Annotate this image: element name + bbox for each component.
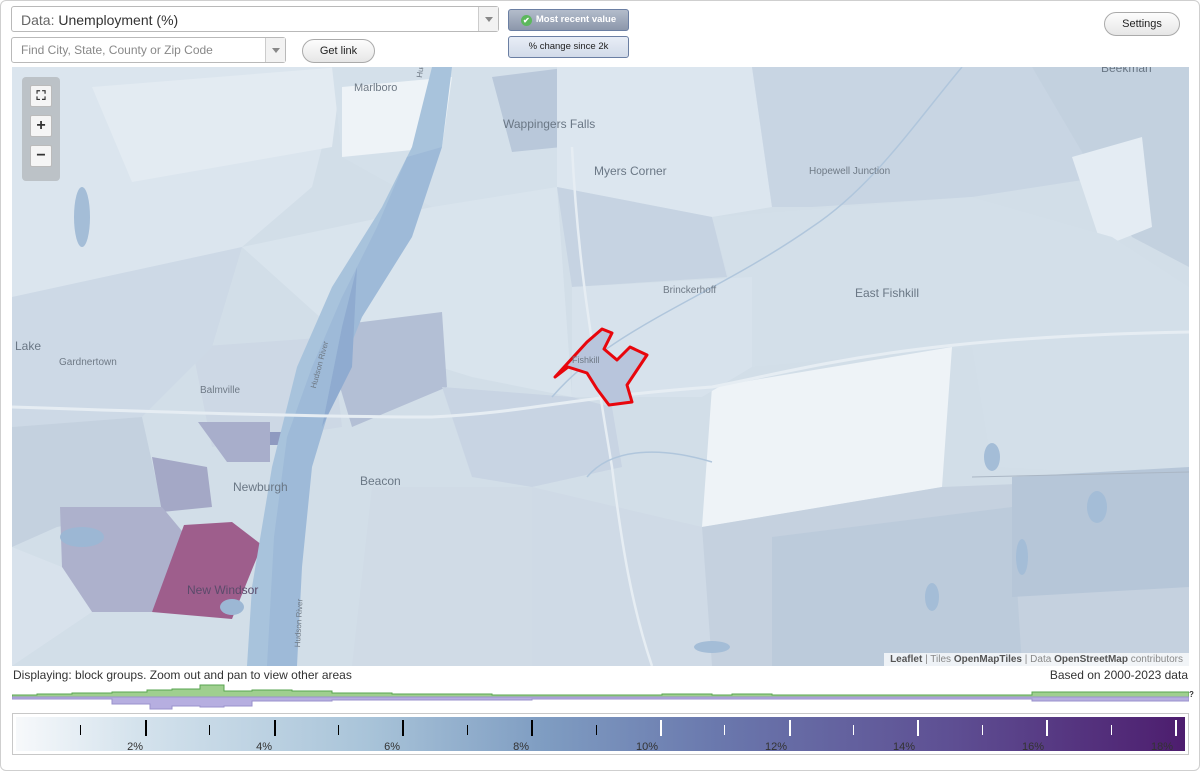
legend-major-tick bbox=[402, 720, 404, 736]
checkmark-icon: ✔ bbox=[520, 15, 532, 26]
most-recent-value-label: Most recent value bbox=[535, 14, 617, 25]
place-label-marlboro: Marlboro bbox=[354, 82, 398, 94]
legend-minor-tick bbox=[724, 725, 725, 735]
get-link-button[interactable]: Get link bbox=[302, 39, 375, 63]
legend-major-tick bbox=[917, 720, 919, 736]
data-select[interactable]: Data: Unemployment (%) bbox=[11, 6, 499, 32]
legend-tick-label: 12% bbox=[764, 741, 787, 753]
data-range-note: Based on 2000-2023 data bbox=[1049, 668, 1188, 682]
place-label-brinckerhoff: Brinckerhoff bbox=[663, 285, 717, 296]
place-label-fishkill: Fishkill bbox=[572, 355, 600, 365]
legend-tick-label: 18% bbox=[1150, 741, 1173, 753]
legend-major-tick bbox=[1046, 720, 1048, 736]
fullscreen-icon[interactable]: ⛶ bbox=[30, 85, 52, 107]
legend-tick-label: 4% bbox=[256, 741, 272, 753]
chevron-down-icon[interactable] bbox=[478, 7, 498, 31]
location-search-input[interactable] bbox=[12, 38, 280, 62]
contributors-text: contributors bbox=[1130, 654, 1183, 665]
place-label-balmville: Balmville bbox=[200, 385, 241, 396]
place-label-lake: Lake bbox=[15, 339, 42, 353]
place-label-wappingers-falls: Wappingers Falls bbox=[503, 117, 596, 131]
place-label-new-windsor: New Windsor bbox=[187, 583, 259, 597]
location-search[interactable] bbox=[11, 37, 286, 63]
data-select-value: Unemployment (%) bbox=[58, 12, 179, 28]
data-select-label: Data: bbox=[21, 12, 55, 28]
legend-minor-tick bbox=[80, 725, 81, 735]
openstreetmap-link[interactable]: OpenStreetMap bbox=[1054, 654, 1128, 665]
legend-tick-label: 16% bbox=[1021, 741, 1044, 753]
openmaptiles-link[interactable]: OpenMapTiles bbox=[953, 654, 1022, 665]
legend-tick-label: 8% bbox=[513, 741, 529, 753]
legend-minor-tick bbox=[596, 725, 597, 735]
legend-minor-tick bbox=[1111, 725, 1112, 735]
place-label-beekman: Beekman bbox=[1101, 67, 1152, 75]
legend-gradient: 2% 4% 6% 8% 10% 12% 14% 16% 18% bbox=[16, 717, 1185, 753]
zoom-out-button[interactable]: − bbox=[30, 145, 52, 167]
legend-minor-tick bbox=[209, 725, 210, 735]
legend-minor-tick bbox=[853, 725, 854, 735]
legend-tick-label: 6% bbox=[384, 741, 400, 753]
place-label-newburgh: Newburgh bbox=[233, 480, 288, 494]
place-label-myers-corner: Myers Corner bbox=[594, 164, 667, 178]
legend-major-tick bbox=[660, 720, 662, 736]
data-prefix: Data bbox=[1030, 654, 1052, 665]
place-label-gardnertown: Gardnertown bbox=[59, 357, 117, 368]
legend-major-tick bbox=[145, 720, 147, 736]
search-dropdown-icon[interactable] bbox=[265, 38, 285, 62]
color-legend: 2% 4% 6% 8% 10% 12% 14% 16% 18% bbox=[12, 713, 1189, 755]
tiles-prefix: Tiles bbox=[930, 654, 952, 665]
legend-major-tick bbox=[789, 720, 791, 736]
display-note: Displaying: block groups. Zoom out and p… bbox=[13, 668, 352, 682]
distribution-histogram bbox=[12, 684, 1189, 710]
map-attribution: Leaflet | Tiles OpenMapTiles | Data Open… bbox=[884, 653, 1189, 666]
most-recent-value-button[interactable]: ✔ Most recent value bbox=[508, 9, 629, 31]
settings-button[interactable]: Settings bbox=[1104, 12, 1180, 36]
zoom-in-button[interactable]: + bbox=[30, 115, 52, 137]
legend-tick-label: 2% bbox=[127, 741, 143, 753]
legend-minor-tick bbox=[982, 725, 983, 735]
legend-tick-label: 10% bbox=[635, 741, 658, 753]
map-view[interactable]: Marlboro Wappingers Falls Myers Corner H… bbox=[12, 67, 1189, 666]
place-label-east-fishkill: East Fishkill bbox=[855, 286, 920, 300]
legend-major-tick bbox=[274, 720, 276, 736]
place-label-hopewell-junction: Hopewell Junction bbox=[809, 166, 891, 177]
legend-major-tick bbox=[1175, 720, 1177, 736]
legend-minor-tick bbox=[338, 725, 339, 735]
legend-minor-tick bbox=[467, 725, 468, 735]
place-label-beacon: Beacon bbox=[360, 474, 401, 488]
legend-major-tick bbox=[531, 720, 533, 736]
map-controls: ⛶ + − bbox=[22, 77, 60, 181]
percent-change-button[interactable]: % change since 2k bbox=[508, 36, 629, 58]
map-canvas[interactable] bbox=[12, 67, 1189, 666]
legend-tick-label: 14% bbox=[892, 741, 915, 753]
unknown-marker: ? bbox=[1189, 690, 1194, 699]
leaflet-link[interactable]: Leaflet bbox=[890, 654, 923, 665]
